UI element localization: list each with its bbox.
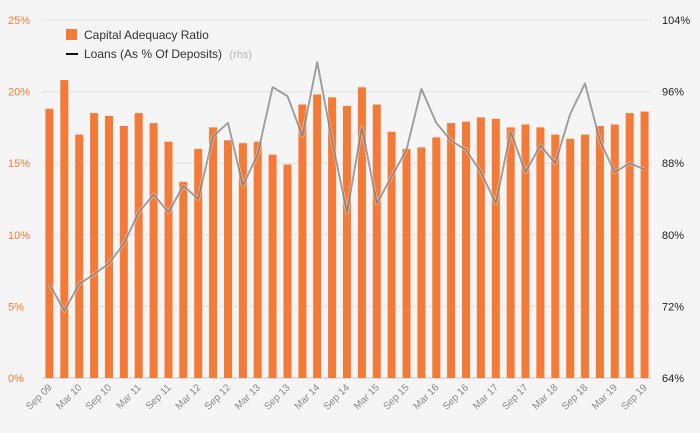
y-right-tick-label: 96% [662,87,684,99]
x-tick-label: Mar 14 [293,382,323,412]
bar-dec-17 [536,127,545,379]
x-tick-label: Sep 11 [144,382,174,412]
x-tick-label: Sep 10 [84,382,114,412]
x-tick-label: Sep 17 [500,382,530,412]
y-left-tick-label: 25% [8,15,30,27]
bar-sep-18 [581,134,589,378]
bar-jun-11 [149,123,158,378]
bar-sep-16 [462,121,470,378]
bar-jun-14 [328,97,337,379]
bar-dec-16 [476,117,485,379]
x-tick-label: Sep 15 [381,382,411,412]
loans-line [48,61,645,312]
bar-series-capital-adequacy [45,80,649,379]
y-left-tick-label: 0% [8,373,24,385]
x-tick-label: Mar 17 [471,382,501,412]
bar-dec-10 [119,126,128,378]
bar-sep-14 [343,105,351,379]
y-left-tick-label: 20% [8,87,30,99]
bar-dec-18 [595,126,604,378]
bar-mar-13 [253,141,262,378]
legend-label-line: Loans (As % Of Deposits) [84,47,222,61]
bar-sep-10 [105,115,113,379]
bar-jun-12 [209,127,218,379]
x-axis: Sep 09 Mar 10 Sep 10 Mar 11 Sep 11 Mar 12 Sep … [24,382,650,413]
bar-jun-16 [447,123,456,378]
legend-bar-swatch [66,29,77,40]
x-tick-label: Sep 18 [560,382,590,412]
x-tick-label: Sep 13 [262,382,292,412]
line-series-loans [47,60,646,313]
y-right-tick-label: 104% [662,15,690,27]
y-left-tick-label: 10% [8,230,30,242]
x-tick-label: Mar 16 [412,382,442,412]
bar-jun-15 [387,131,396,378]
bar-dec-12 [238,143,247,378]
bar-dec-09 [60,80,69,378]
y-left-tick-label: 5% [8,301,24,313]
bar-mar-16 [432,137,441,378]
x-tick-label: Mar 13 [233,382,263,412]
legend-label-rhs-note: (rhs) [229,49,252,61]
x-tick-label: Sep 14 [322,382,352,412]
bar-mar-19 [610,124,619,378]
bar-sep-09 [45,108,54,379]
y-right-tick-label: 64% [662,373,684,385]
bar-jun-18 [566,138,575,378]
x-tick-label: Mar 11 [115,382,145,412]
bar-mar-12 [194,148,203,378]
x-tick-label: Mar 19 [590,382,620,412]
x-tick-label: Sep 12 [203,382,233,412]
svg-text:Loans (As % Of Deposits): Loans (As % Of Deposits) (rhs) [84,47,252,61]
x-tick-label: Mar 15 [352,382,382,412]
y-right-tick-label: 80% [662,230,684,242]
y-right-tick-label: 88% [662,158,684,170]
y-axis-right: 64% 72% 80% 88% 96% 104% [662,15,690,385]
x-tick-label: Mar 12 [174,382,204,412]
bar-jun-19 [625,113,634,378]
bar-mar-10 [75,134,84,378]
legend-label-bars: Capital Adequacy Ratio [84,28,209,42]
bar-sep-19 [640,111,649,378]
x-tick-label: Sep 19 [619,382,649,412]
y-axis-left: 0% 5% 10% 15% 20% 25% [8,15,30,385]
bar-mar-17 [491,118,500,379]
bar-sep-17 [521,124,530,378]
bar-dec-11 [179,181,188,378]
legend: Capital Adequacy Ratio Loans (As % Of De… [66,28,252,61]
x-tick-label: Mar 10 [55,382,85,412]
bar-sep-12 [224,140,232,378]
y-left-tick-label: 15% [8,158,30,170]
x-tick-label: Sep 16 [441,382,471,412]
bar-sep-11 [164,141,173,378]
bar-mar-14 [313,94,322,378]
y-right-tick-label: 72% [662,301,684,313]
bar-dec-14 [357,87,366,379]
bar-jun-17 [506,127,515,379]
bar-dec-15 [417,147,426,378]
bar-mar-11 [134,113,143,378]
bar-mar-15 [372,104,381,378]
bar-jun-13 [268,154,277,378]
bar-mar-18 [551,134,560,378]
bar-jun-10 [90,113,99,378]
x-tick-label: Mar 18 [531,382,561,412]
bar-dec-13 [298,104,307,378]
bar-sep-15 [402,148,411,378]
x-tick-label: Sep 09 [24,382,54,412]
bar-sep-13 [283,164,292,378]
